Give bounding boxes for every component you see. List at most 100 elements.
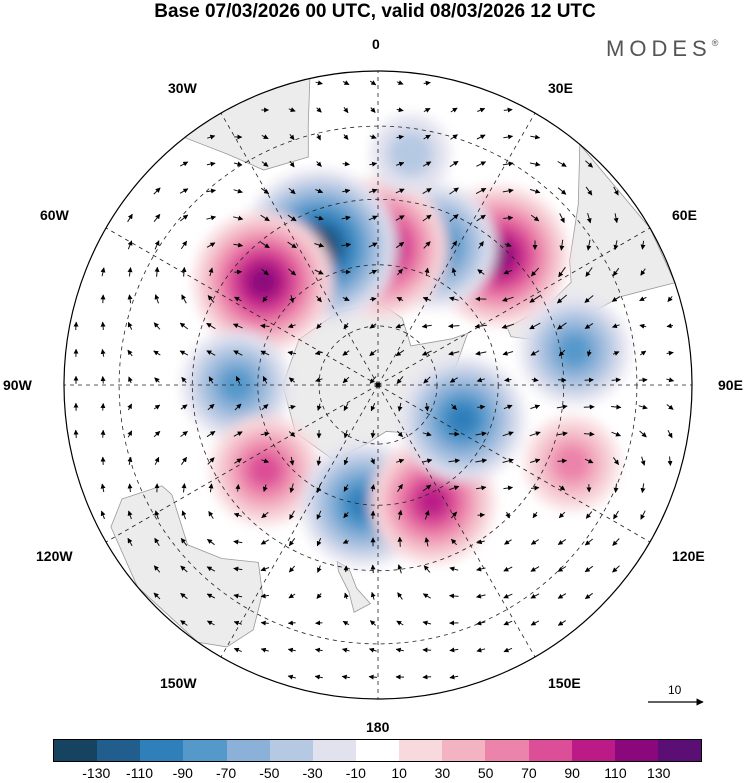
wind-vector [584, 565, 594, 573]
wind-vector [100, 376, 106, 384]
wind-vector [154, 240, 160, 250]
wind-vector [423, 107, 431, 113]
wind-vector [343, 511, 349, 519]
wind-vector [613, 483, 619, 493]
wind-vector [343, 134, 349, 140]
wind-vector [558, 485, 566, 491]
wind-vector [314, 647, 323, 653]
wind-vector [586, 239, 592, 251]
wind-vector [556, 404, 568, 410]
anomaly-neg-southeast-pacific-level-70 [557, 332, 592, 368]
wind-vector [530, 620, 540, 626]
wind-vector [583, 431, 595, 437]
wind-vector [613, 213, 619, 224]
wind-vector [476, 377, 485, 383]
wind-vector [639, 296, 647, 302]
wind-vector [260, 431, 270, 437]
wind-vector [449, 674, 459, 680]
wind-vector [127, 483, 133, 493]
wind-vector [100, 321, 106, 330]
wind-vector [476, 647, 486, 653]
wind-vector [474, 323, 487, 329]
wind-vector [503, 485, 513, 491]
colorbar-bin-13 [614, 740, 658, 761]
wind-vector [315, 80, 323, 86]
wind-vector [505, 511, 510, 519]
wind-vector [395, 323, 405, 329]
wind-vector [342, 350, 350, 356]
wind-vector [422, 458, 433, 464]
wind-vector [529, 322, 541, 330]
wind-vector [73, 429, 79, 438]
anomaly-neg-bellingshausen-level-90 [446, 403, 479, 436]
wind-vector [503, 269, 513, 275]
wind-vector [153, 592, 161, 600]
wind-vector [315, 620, 323, 626]
wind-vector [287, 241, 297, 249]
wind-vector [640, 240, 646, 250]
graticule [64, 71, 692, 699]
wind-vector [558, 511, 566, 519]
wind-vector [504, 242, 512, 248]
wind-vector [449, 187, 459, 195]
wind-vector [397, 592, 403, 600]
wind-vector [585, 267, 593, 277]
wind-vector [397, 483, 403, 492]
wind-vector [287, 620, 296, 626]
wind-vector [612, 565, 620, 573]
wind-vectors [73, 80, 675, 680]
wind-vector [370, 107, 376, 113]
wind-vector [127, 456, 133, 465]
wind-vector [233, 215, 244, 221]
wind-vector [556, 431, 568, 437]
wind-vector [342, 647, 350, 653]
australia-land [110, 485, 263, 648]
colorbar-label: 50 [477, 765, 494, 781]
wind-vector [287, 350, 297, 356]
wind-vector [397, 564, 403, 574]
wind-vector [342, 161, 350, 167]
wind-vector [127, 510, 133, 520]
wind-vector [557, 161, 567, 167]
wind-vector [640, 483, 646, 494]
wind-vector [450, 134, 458, 140]
colorbar-label: -50 [259, 765, 280, 781]
wind-vector [397, 402, 403, 412]
wind-vector [611, 296, 621, 302]
wind-vector [208, 376, 214, 384]
wind-vector [422, 593, 431, 599]
wind-vector [503, 404, 513, 410]
wind-vector [179, 322, 189, 330]
wind-vector [317, 565, 322, 573]
colorbar-label: -10 [345, 765, 366, 781]
wind-vector [449, 566, 459, 572]
wind-vector [475, 458, 488, 464]
colorbar-label: 70 [521, 765, 537, 781]
wind-vector [451, 403, 457, 411]
wind-vector [180, 592, 188, 600]
wind-vector [154, 377, 160, 383]
wind-vector [316, 483, 322, 493]
wind-vector [262, 484, 268, 492]
wind-vector [314, 674, 323, 680]
wind-vector [368, 242, 378, 248]
colorbar-label: 90 [564, 765, 580, 781]
wind-vector [288, 538, 296, 547]
wind-vector [289, 133, 295, 141]
wind-vector [180, 404, 188, 410]
wind-vector [422, 674, 432, 680]
wind-vector [368, 647, 377, 653]
wind-vector [261, 161, 269, 167]
wind-vector [557, 322, 567, 330]
wind-vector [260, 323, 270, 329]
wind-vector [343, 484, 349, 492]
wind-vector [558, 349, 566, 357]
label-150e: 150E [548, 675, 581, 691]
wind-vector [450, 240, 458, 250]
wind-vector [100, 403, 106, 411]
wind-vector [424, 510, 430, 520]
wind-vector [502, 458, 514, 464]
wind-vector [127, 537, 133, 546]
wind-vector [100, 483, 106, 493]
wind-vector [261, 511, 269, 519]
